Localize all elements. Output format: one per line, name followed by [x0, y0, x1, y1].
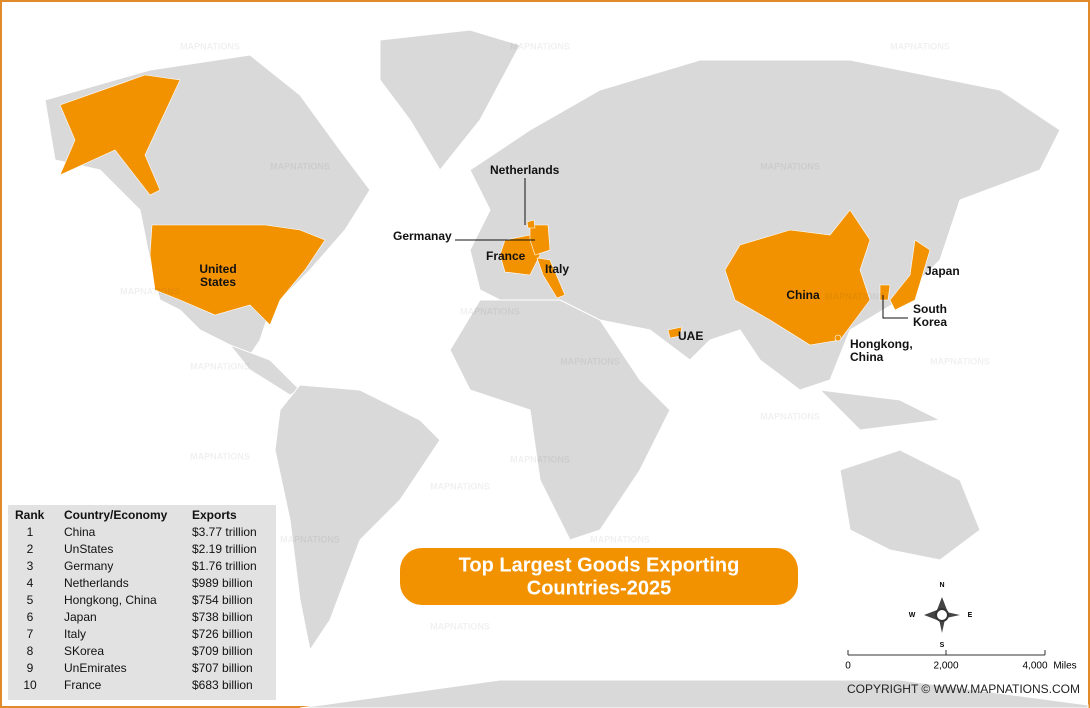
table-cell: 5 — [27, 593, 34, 607]
watermark: MAPNATIONS — [930, 356, 990, 366]
country-label: UAE — [678, 329, 703, 343]
compass-s: S — [940, 642, 945, 649]
table-cell: $707 billion — [192, 661, 253, 675]
country-label: States — [200, 275, 236, 289]
table-cell: 4 — [27, 576, 34, 590]
leader-lines — [455, 178, 908, 319]
table-cell: SKorea — [64, 644, 104, 658]
table-cell: 1 — [27, 525, 34, 539]
watermark: MAPNATIONS — [120, 286, 180, 296]
scale-unit: Miles — [1053, 661, 1076, 672]
country-label: Hongkong, — [850, 337, 913, 351]
watermark: MAPNATIONS — [560, 356, 620, 366]
highlighted-countries — [59, 74, 931, 346]
country-label: Japan — [925, 264, 960, 278]
country-label: Germanay — [393, 229, 452, 243]
table-cell: $2.19 trillion — [192, 542, 257, 556]
table-cell: $738 billion — [192, 610, 253, 624]
table-cell: Hongkong, China — [64, 593, 157, 607]
watermark: MAPNATIONS — [280, 534, 340, 544]
copyright: COPYRIGHT © WWW.MAPNATIONS.COM — [847, 682, 1080, 696]
scale-tick: 0 — [845, 661, 851, 672]
table-cell: 2 — [27, 542, 34, 556]
table-cell: 7 — [27, 627, 34, 641]
table-cell: China — [64, 525, 96, 539]
ranking-table: Rank Country/Economy Exports 1 China $3.77 tr… — [15, 508, 257, 692]
country-label: South — [913, 302, 947, 316]
title-line: Top Largest Goods Exporting — [459, 554, 740, 576]
country-label: Italy — [545, 262, 569, 276]
watermark: MAPNATIONS — [890, 41, 950, 51]
watermark: MAPNATIONS — [760, 411, 820, 421]
table-cell: Netherlands — [64, 576, 129, 590]
country-label: United — [199, 262, 236, 276]
country-label: China — [850, 350, 884, 364]
country-label: China — [786, 288, 820, 302]
ranking-table-bg — [8, 505, 276, 700]
scale-tick: 2,000 — [933, 661, 958, 672]
watermark: MAPNATIONS — [460, 306, 520, 316]
table-cell: $1.76 trillion — [192, 559, 257, 573]
watermark: MAPNATIONS — [190, 361, 250, 371]
compass-n: N — [939, 582, 944, 589]
watermark: MAPNATIONS — [190, 451, 250, 461]
title-box — [400, 548, 798, 605]
table-header: Country/Economy — [64, 508, 168, 522]
compass-w: W — [909, 612, 916, 619]
table-cell: France — [64, 678, 102, 692]
table-cell: 9 — [27, 661, 34, 675]
scale-bar: 0 2,000 4,000 Miles — [845, 650, 1077, 672]
table-cell: Japan — [64, 610, 97, 624]
table-cell: $683 billion — [192, 678, 253, 692]
table-header: Exports — [192, 508, 237, 522]
table-cell: 3 — [27, 559, 34, 573]
table-cell: $3.77 trillion — [192, 525, 257, 539]
watermark: MAPNATIONS — [760, 161, 820, 171]
compass-e: E — [968, 612, 973, 619]
country-label: Netherlands — [490, 163, 560, 177]
table-cell: UnEmirates — [64, 661, 127, 675]
country-labels: Netherlands Germanay France Italy UnitedStat… — [199, 163, 959, 364]
watermark: MAPNATIONS — [270, 161, 330, 171]
table-cell: 8 — [27, 644, 34, 658]
title-line: Countries-2025 — [527, 577, 672, 599]
country-label: France — [486, 249, 526, 263]
watermark: MAPNATIONS — [825, 291, 885, 301]
table-cell: Germany — [64, 559, 113, 573]
compass: N E S W — [909, 582, 973, 649]
table-cell: $726 billion — [192, 627, 253, 641]
watermark: MAPNATIONS — [430, 621, 490, 631]
watermark: MAPNATIONS — [510, 454, 570, 464]
table-cell: Italy — [64, 627, 86, 641]
watermark: MAPNATIONS — [590, 534, 650, 544]
table-cell: $709 billion — [192, 644, 253, 658]
table-cell: UnStates — [64, 542, 113, 556]
table-header: Rank — [15, 508, 45, 522]
table-cell: $754 billion — [192, 593, 253, 607]
country-label: Korea — [913, 315, 947, 329]
table-cell: $989 billion — [192, 576, 253, 590]
table-cell: 6 — [27, 610, 34, 624]
table-cell: 10 — [23, 678, 37, 692]
watermark: MAPNATIONS — [430, 481, 490, 491]
scale-tick: 4,000 — [1022, 661, 1047, 672]
watermark: MAPNATIONS — [510, 41, 570, 51]
watermark: MAPNATIONS — [180, 41, 240, 51]
